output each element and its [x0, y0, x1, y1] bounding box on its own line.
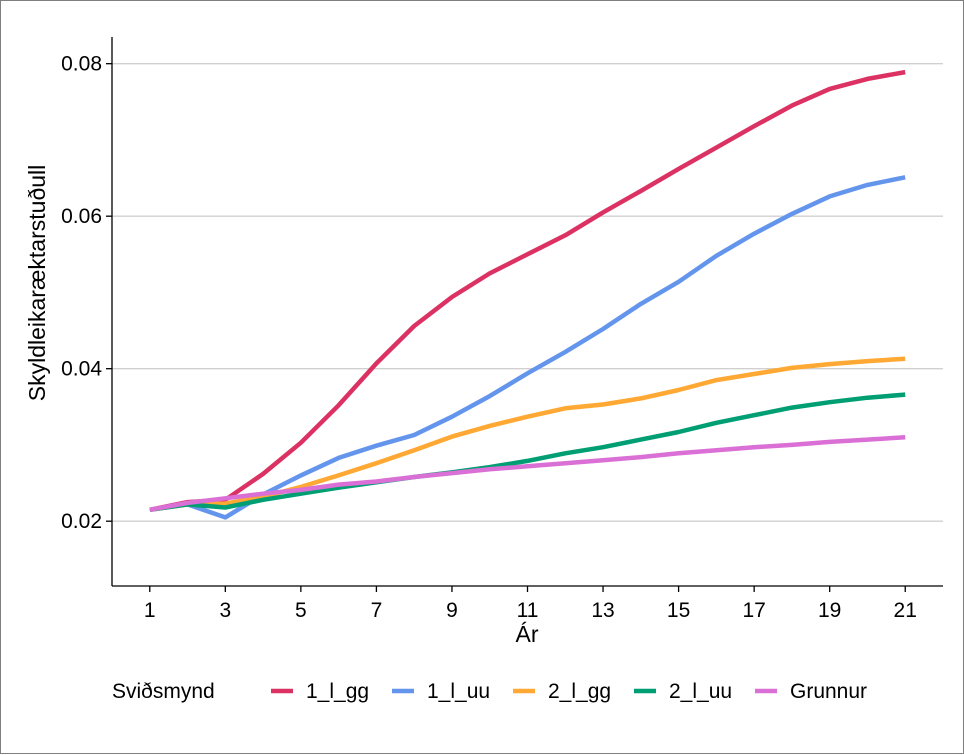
x-ticks: 1 3 5 7 9 11 13 15 17 19 21 — [144, 586, 917, 622]
legend-label: 1_l_gg — [306, 680, 369, 703]
x-tick-label: 1 — [144, 599, 156, 622]
y-tick-label: 0.08 — [61, 53, 102, 76]
y-axis-title: Skyldleikaræktarstuðull — [24, 165, 50, 401]
y-tick-label: 0.02 — [61, 510, 102, 533]
legend-label: 2_l_gg — [548, 680, 611, 703]
x-axis-title: Ár — [516, 621, 539, 647]
x-tick-label: 13 — [591, 599, 614, 622]
legend-label: Grunnur — [790, 680, 867, 703]
x-tick-label: 7 — [371, 599, 383, 622]
legend-label: 1_l_uu — [427, 680, 490, 703]
series-line-1_l_uu — [149, 175, 906, 520]
x-tick-label: 17 — [742, 599, 765, 622]
series-line-Grunnur — [149, 435, 906, 513]
legend-label: 2_l_uu — [669, 680, 732, 703]
gridlines — [112, 63, 943, 522]
legend: Sviðsmynd 1_l_gg 1_l_uu 2_l_gg 2_l_uu Grunnu… — [112, 680, 867, 703]
x-tick-label: 15 — [667, 599, 690, 622]
legend-title: Sviðsmynd — [112, 680, 215, 703]
series-lines — [149, 69, 906, 520]
legend-items: 1_l_gg 1_l_uu 2_l_gg 2_l_uu Grunnur — [271, 680, 867, 703]
y-ticks: 0.02 0.04 0.06 0.08 — [61, 53, 112, 533]
x-tick-label: 3 — [219, 599, 231, 622]
x-tick-label: 21 — [894, 599, 917, 622]
series-line-2_l_uu — [149, 392, 906, 513]
series-line-1_l_gg — [149, 69, 906, 513]
x-tick-label: 9 — [446, 599, 458, 622]
series-line-2_l_gg — [149, 356, 906, 513]
x-tick-label: 5 — [295, 599, 307, 622]
y-tick-label: 0.04 — [61, 358, 102, 381]
y-tick-label: 0.06 — [61, 205, 102, 228]
x-tick-label: 11 — [517, 599, 539, 622]
x-tick-label: 19 — [818, 599, 841, 622]
